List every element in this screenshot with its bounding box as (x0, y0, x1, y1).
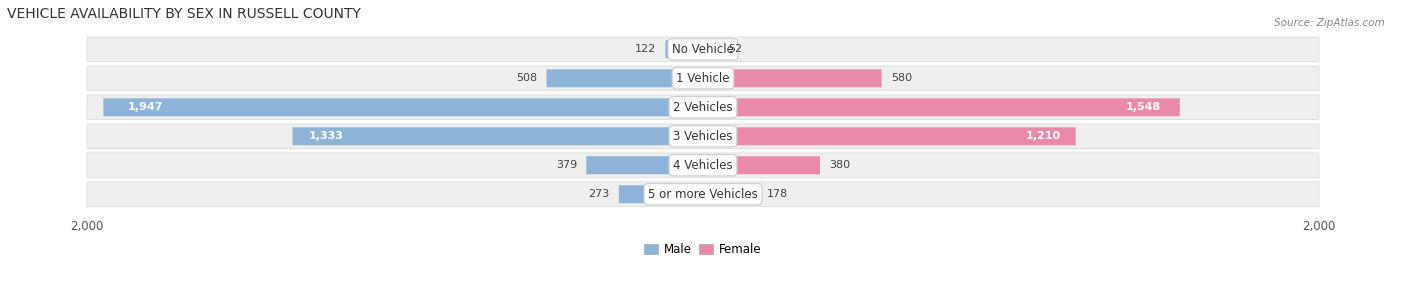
Text: 4 Vehicles: 4 Vehicles (673, 159, 733, 172)
FancyBboxPatch shape (665, 40, 703, 58)
FancyBboxPatch shape (547, 69, 703, 87)
Text: VEHICLE AVAILABILITY BY SEX IN RUSSELL COUNTY: VEHICLE AVAILABILITY BY SEX IN RUSSELL C… (7, 7, 361, 21)
FancyBboxPatch shape (87, 95, 1319, 120)
Text: 2 Vehicles: 2 Vehicles (673, 101, 733, 114)
FancyBboxPatch shape (87, 124, 1319, 149)
FancyBboxPatch shape (703, 98, 1180, 116)
Text: 178: 178 (768, 189, 789, 199)
FancyBboxPatch shape (703, 69, 882, 87)
FancyBboxPatch shape (87, 37, 1319, 62)
FancyBboxPatch shape (703, 40, 718, 58)
FancyBboxPatch shape (87, 153, 1319, 177)
Text: 1,333: 1,333 (309, 131, 343, 141)
Text: Source: ZipAtlas.com: Source: ZipAtlas.com (1274, 18, 1385, 28)
FancyBboxPatch shape (703, 185, 758, 203)
Text: 5 or more Vehicles: 5 or more Vehicles (648, 188, 758, 201)
Text: 379: 379 (555, 160, 576, 170)
Text: 1 Vehicle: 1 Vehicle (676, 72, 730, 85)
FancyBboxPatch shape (619, 185, 703, 203)
Text: 1,947: 1,947 (128, 102, 163, 112)
Text: No Vehicle: No Vehicle (672, 43, 734, 56)
Legend: Male, Female: Male, Female (640, 238, 766, 260)
FancyBboxPatch shape (292, 127, 703, 145)
Text: 508: 508 (516, 73, 537, 83)
FancyBboxPatch shape (87, 66, 1319, 91)
Text: 380: 380 (830, 160, 851, 170)
Text: 52: 52 (728, 44, 742, 54)
FancyBboxPatch shape (703, 127, 1076, 145)
Text: 1,210: 1,210 (1025, 131, 1060, 141)
Text: 1,548: 1,548 (1125, 102, 1161, 112)
Text: 3 Vehicles: 3 Vehicles (673, 130, 733, 143)
FancyBboxPatch shape (87, 182, 1319, 207)
FancyBboxPatch shape (703, 156, 820, 174)
Text: 580: 580 (891, 73, 912, 83)
FancyBboxPatch shape (104, 98, 703, 116)
Text: 273: 273 (589, 189, 610, 199)
FancyBboxPatch shape (586, 156, 703, 174)
Text: 122: 122 (636, 44, 657, 54)
